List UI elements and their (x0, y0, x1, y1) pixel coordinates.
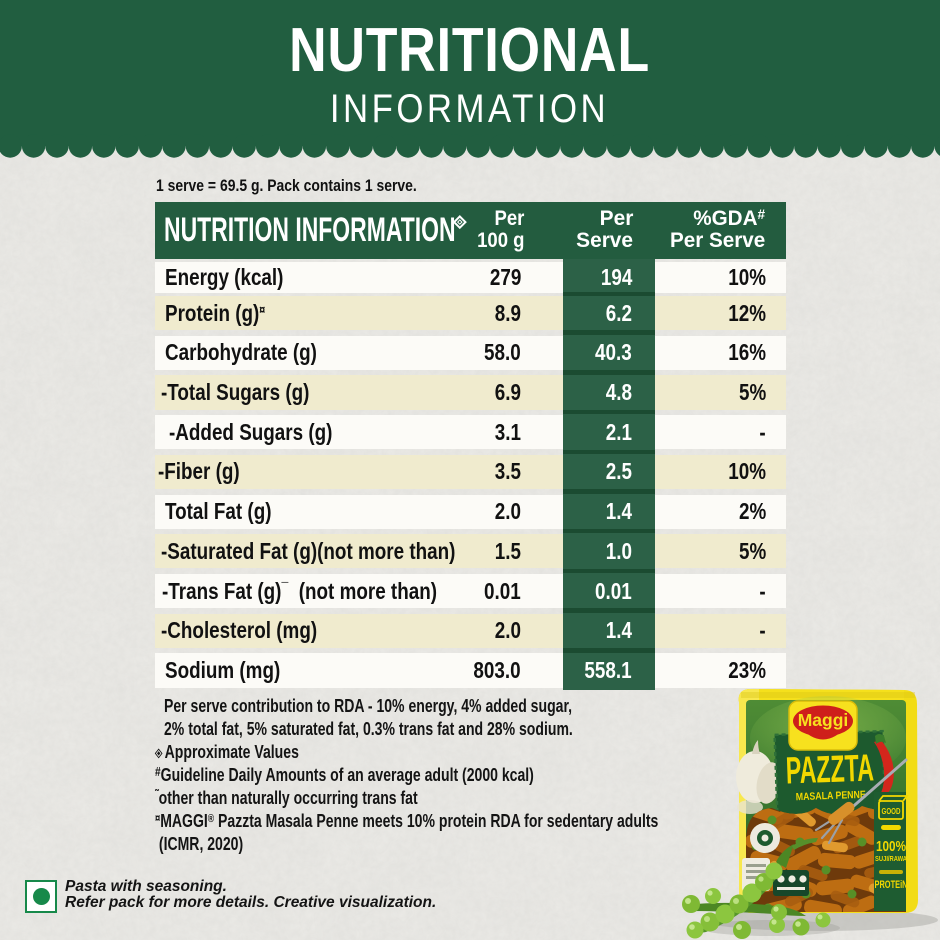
svg-text:SUJI/RAWA: SUJI/RAWA (875, 856, 907, 863)
svg-text:100%: 100% (876, 838, 906, 855)
svg-text:PAZZTA: PAZZTA (785, 747, 874, 792)
svg-text:GOOD: GOOD (882, 806, 901, 816)
svg-text:PROTEiN: PROTEiN (875, 879, 908, 891)
svg-text:MASALA PENNE: MASALA PENNE (796, 789, 866, 803)
svg-text:Maggi: Maggi (798, 710, 849, 730)
